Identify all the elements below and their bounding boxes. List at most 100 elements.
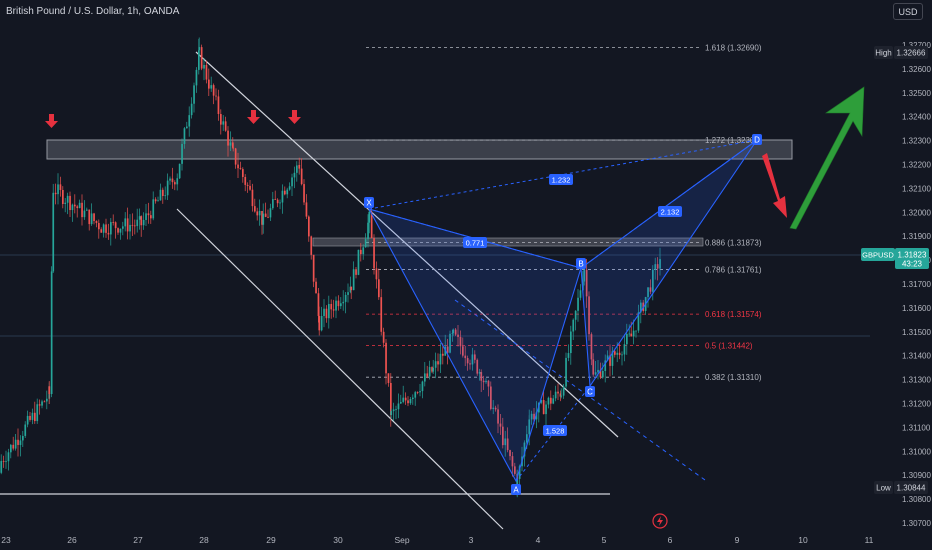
svg-text:C: C [587, 388, 593, 397]
candle-body [232, 147, 235, 149]
candle-body [451, 333, 454, 334]
pattern-xab-triangle[interactable] [367, 208, 582, 483]
candle-body [533, 413, 535, 420]
pattern-point-a[interactable]: A [511, 484, 521, 495]
candle-body [0, 461, 3, 473]
candlestick-series [0, 37, 661, 498]
candle-body [364, 239, 367, 248]
channel-mid-line[interactable] [454, 299, 706, 481]
candle-body [281, 190, 284, 203]
candle-body [98, 223, 100, 230]
candle-body [577, 297, 579, 311]
time-tick-label: 11 [865, 535, 874, 545]
candle-body [497, 409, 499, 424]
candle-body [267, 216, 269, 218]
price-axis[interactable]: 1.32700 1.32600 1.32500 1.32400 1.32300 1.322… [902, 41, 931, 528]
candle-body [355, 269, 357, 275]
candle-body [637, 312, 640, 331]
svg-text:1.528: 1.528 [546, 427, 565, 436]
candle-body [224, 121, 227, 131]
candle-body [414, 392, 417, 398]
candle-body [419, 391, 421, 393]
ratio-label-0771[interactable]: 0.771 [463, 237, 487, 248]
channel-lower-line[interactable] [176, 208, 504, 530]
fib-886-zone[interactable] [312, 237, 704, 247]
svg-text:Low: Low [876, 484, 891, 493]
candle-body [604, 360, 607, 371]
candle-body [279, 202, 281, 204]
candle-body [274, 199, 277, 200]
candle-body [390, 382, 392, 415]
candle-body [344, 294, 347, 302]
candle-body [102, 224, 105, 233]
candle-body [205, 64, 208, 80]
price-tick-label: 1.31900 [902, 232, 931, 241]
candle-body [499, 423, 502, 427]
candle-body [585, 269, 588, 297]
ratio-label-1232[interactable]: 1.232 [549, 174, 573, 185]
candle-body [122, 226, 124, 229]
candle-body [597, 369, 599, 373]
candle-body [215, 95, 217, 97]
fibonacci-levels[interactable]: 1.618 (1.32690) 1.272 (1.32302) 0.886 (1.3… [366, 43, 762, 382]
candle-body [83, 210, 86, 218]
candle-body [432, 367, 435, 372]
candle-body [592, 359, 595, 375]
candle-body [212, 85, 215, 96]
candle-body [147, 213, 150, 216]
candle-body [652, 269, 654, 292]
candle-body [50, 271, 53, 395]
pattern-point-x[interactable]: X [364, 197, 374, 208]
candle-body [258, 210, 261, 216]
pattern-point-b[interactable]: B [576, 258, 586, 269]
candle-body [76, 206, 79, 209]
candle-body [606, 355, 609, 361]
candle-body [308, 216, 310, 237]
channel-upper-line[interactable] [195, 51, 619, 438]
time-axis[interactable]: 23 26 27 28 29 30 Sep 3 4 5 6 9 10 11 [1, 535, 873, 545]
candle-body [350, 286, 353, 291]
pattern-point-c[interactable]: C [585, 386, 595, 397]
ratio-label-2132[interactable]: 2.132 [658, 206, 682, 217]
candle-body [81, 202, 83, 218]
candle-body [34, 412, 36, 422]
candle-body [142, 219, 145, 226]
price-tick-label: 1.32400 [902, 113, 931, 122]
candle-body [48, 386, 51, 395]
candle-body [387, 373, 390, 383]
candle-body [485, 380, 487, 383]
time-tick-label: 5 [602, 535, 607, 545]
candle-body [545, 404, 547, 415]
time-tick-label: 26 [67, 535, 77, 545]
candle-body [618, 352, 621, 356]
pattern-point-d[interactable]: D [752, 134, 762, 145]
candle-body [154, 199, 157, 202]
candle-body [400, 401, 402, 404]
candle-body [2, 461, 5, 462]
candle-body [502, 426, 504, 446]
candle-body [126, 218, 129, 232]
candle-body [380, 297, 383, 332]
candle-body [614, 351, 616, 355]
candle-body [535, 412, 538, 420]
price-tick-label: 1.31600 [902, 304, 931, 313]
currency-button[interactable]: USD [893, 3, 923, 20]
candle-body [59, 184, 62, 190]
svg-text:A: A [513, 486, 519, 495]
candle-body [628, 333, 631, 335]
lightning-icon[interactable] [652, 513, 668, 529]
candle-body [5, 461, 7, 463]
resistance-zone[interactable] [46, 139, 793, 160]
candle-body [439, 353, 442, 365]
candle-body [43, 401, 46, 403]
ratio-line-bd [580, 139, 758, 269]
candle-body [490, 386, 492, 409]
candle-body [594, 372, 597, 375]
candle-body [269, 208, 272, 218]
candle-body [375, 268, 378, 280]
candle-body [342, 301, 345, 304]
ratio-label-1528[interactable]: 1.528 [543, 425, 567, 436]
candle-body [437, 361, 439, 365]
candle-body [150, 215, 152, 219]
